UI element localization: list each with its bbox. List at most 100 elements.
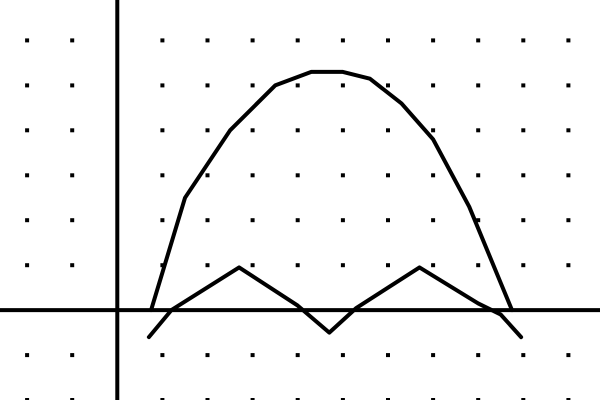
grid-dot <box>160 173 165 178</box>
grid-dot <box>386 218 390 223</box>
grid-dot <box>295 173 300 178</box>
grid-dot <box>70 218 75 223</box>
grid-dot <box>205 38 210 43</box>
grid-dot <box>476 38 481 43</box>
grid-dot <box>340 38 345 43</box>
grid-dot <box>25 263 30 268</box>
grid-dot <box>250 173 255 178</box>
grid-dot <box>25 38 30 43</box>
grid-dot <box>566 83 571 88</box>
grid-dot <box>431 38 436 43</box>
grid-dot <box>521 173 526 178</box>
grid-dot <box>205 128 210 133</box>
grid-dot <box>70 353 75 358</box>
series-layer <box>146 69 524 340</box>
grid-dot <box>566 38 571 43</box>
grid-dot <box>295 218 300 223</box>
grid-dot <box>431 128 436 133</box>
grid-dot <box>431 173 436 178</box>
grid-dot <box>476 83 481 88</box>
grid-dot <box>566 218 571 223</box>
grid-dot <box>521 38 526 43</box>
grid-dot <box>566 398 571 400</box>
grid-dot <box>25 128 30 133</box>
grid-dot <box>431 398 436 400</box>
grid-dot <box>386 128 390 133</box>
grid-dot <box>566 173 571 178</box>
grid-dot <box>340 263 345 268</box>
grid-dot <box>295 353 300 358</box>
grid-dot <box>70 83 75 88</box>
grid-dot <box>205 398 210 400</box>
grid-dot <box>25 218 30 223</box>
grid-dot <box>521 263 526 268</box>
grid-dot <box>295 83 300 88</box>
grid-dot <box>70 398 75 400</box>
grid-dot <box>205 83 210 88</box>
grid-dot <box>476 218 481 223</box>
grid-dot <box>386 38 390 43</box>
grid-dot <box>476 353 481 358</box>
grid-dot <box>521 128 526 133</box>
upper-arch-line <box>149 69 514 313</box>
grid-dot <box>160 128 165 133</box>
grid-dot <box>295 128 300 133</box>
grid-dot <box>566 353 571 358</box>
grid-dot <box>431 353 436 358</box>
grid-dot <box>205 173 210 178</box>
grid-dot <box>250 83 255 88</box>
grid-dot <box>25 83 30 88</box>
grid-dot <box>160 38 165 43</box>
grid-dot <box>386 83 390 88</box>
grid-dot <box>250 398 255 400</box>
grid-dot <box>476 128 481 133</box>
grid-dots <box>25 38 571 400</box>
lower-zigzag-line <box>146 265 524 340</box>
grid-dot <box>205 353 210 358</box>
grid-dot <box>340 398 345 400</box>
grid-dot <box>70 38 75 43</box>
grid-dot <box>340 83 345 88</box>
grid-dot <box>431 263 436 268</box>
grid-dot <box>521 398 526 400</box>
grid-dot <box>70 263 75 268</box>
grid-dot <box>340 353 345 358</box>
grid-dot <box>25 353 30 358</box>
grid-dot <box>250 128 255 133</box>
grid-dot <box>431 218 436 223</box>
grid-dot <box>295 263 300 268</box>
grid-dot <box>250 263 255 268</box>
grid-dot <box>160 218 165 223</box>
grid-dot <box>160 398 165 400</box>
grid-dot <box>205 218 210 223</box>
grid-dot <box>25 173 30 178</box>
grid-dot <box>295 398 300 400</box>
grid-dot <box>386 353 390 358</box>
grid-dot <box>250 353 255 358</box>
grid-dot <box>431 83 436 88</box>
grid-dot <box>160 83 165 88</box>
grid-dot <box>476 398 481 400</box>
grid-dot <box>25 398 30 400</box>
grid-dot <box>386 263 390 268</box>
grid-dot <box>521 83 526 88</box>
grid-dot <box>340 218 345 223</box>
grid-dot <box>295 38 300 43</box>
grid-dot <box>476 263 481 268</box>
grid-dot <box>160 353 165 358</box>
grid-dot <box>340 128 345 133</box>
grid-dot <box>160 263 165 268</box>
grid-dot <box>521 353 526 358</box>
grid-dot <box>250 218 255 223</box>
grid-dot <box>521 218 526 223</box>
grid-dot <box>566 263 571 268</box>
grid-dot <box>566 128 571 133</box>
grid-dot <box>386 398 390 400</box>
grid-dot <box>250 38 255 43</box>
grid-dot <box>205 263 210 268</box>
grid-dot <box>70 173 75 178</box>
grid-dot <box>476 173 481 178</box>
grid-dot <box>386 173 390 178</box>
